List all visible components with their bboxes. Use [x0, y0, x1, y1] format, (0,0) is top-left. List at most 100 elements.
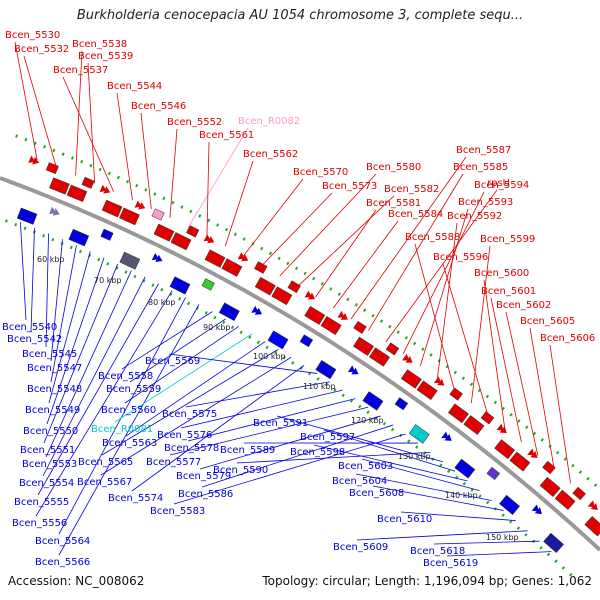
leader-line	[437, 222, 458, 378]
gene-block	[201, 278, 215, 291]
gene-block	[572, 486, 586, 501]
gene-label-bottom: Bcen_5586	[178, 489, 233, 500]
gene-arrow	[32, 156, 40, 165]
leader-line	[187, 398, 356, 442]
gene-label-top: Bcen_5588	[405, 232, 460, 243]
gene-label-bottom: Bcen_5575	[162, 409, 217, 420]
gene-label-top: Bcen_5580	[366, 162, 421, 173]
forward-gene	[447, 403, 469, 424]
forward-gene	[542, 460, 556, 475]
leader-line	[385, 189, 498, 343]
gene-label-top: Bcen_5530	[5, 30, 60, 41]
leader-line	[350, 156, 467, 320]
label-leader-lines	[14, 41, 571, 557]
leader-line	[483, 279, 506, 429]
forward-gene	[587, 500, 598, 511]
gene-label-bottom: Bcen_5547	[27, 363, 82, 374]
scale-tick-label: 100 kbp	[253, 352, 286, 361]
gene-block	[49, 177, 70, 195]
forward-gene	[554, 489, 576, 510]
gene-block	[385, 342, 400, 356]
forward-gene	[496, 423, 507, 434]
leader-line	[402, 191, 485, 354]
gene-label-bottom: Bcen_5566	[35, 557, 90, 568]
gene-block	[394, 397, 409, 411]
gene-arrow	[587, 500, 595, 508]
reverse-gene	[543, 532, 564, 554]
reverse-gene	[441, 431, 452, 441]
gene-arrow	[237, 252, 245, 260]
gene-arrow	[530, 451, 538, 458]
leader-line	[50, 239, 63, 362]
scale-tick-label: 130 kbp	[398, 452, 431, 461]
forward-gene	[494, 439, 516, 460]
gene-block	[267, 330, 289, 350]
gene-arrow	[531, 504, 539, 512]
gene-block	[169, 276, 191, 295]
gene-label-bottom: Bcen_5563	[102, 438, 157, 449]
forward-gene	[369, 347, 390, 367]
gene-label-bottom: Bcen_5555	[14, 497, 69, 508]
gene-arrow	[347, 365, 356, 373]
gene-arrow	[103, 186, 111, 194]
gene-arrow	[337, 310, 345, 318]
leader-line	[35, 290, 173, 517]
gene-label-bottom: Bcen_5542	[7, 334, 62, 345]
gene-label-top: Bcen_5602	[496, 300, 551, 311]
forward-gene	[119, 207, 140, 226]
gene-block	[81, 176, 95, 189]
reverse-gene	[218, 302, 240, 322]
forward-gene	[385, 342, 400, 356]
leader-line	[20, 222, 27, 321]
leader-line	[37, 283, 159, 496]
forward-gene	[28, 155, 40, 165]
gene-label-top: Bcen_R0082	[238, 116, 300, 127]
gene-arrow	[405, 356, 413, 363]
reverse-gene	[299, 334, 314, 348]
gene-block	[509, 451, 531, 472]
forward-gene	[480, 411, 495, 425]
gene-label-top: Bcen_5546	[131, 101, 186, 112]
forward-gene	[353, 336, 374, 356]
forward-gene	[170, 232, 192, 251]
gene-block	[66, 184, 88, 203]
leader-line	[276, 415, 443, 463]
gene-block	[449, 387, 463, 401]
gene-label-bottom: Bcen_R0081	[91, 424, 153, 435]
forward-gene	[254, 261, 268, 274]
gene-label-top: Bcen_5532	[14, 44, 69, 55]
reverse-gene	[68, 228, 90, 247]
gene-block	[480, 411, 495, 425]
topology-text: Topology: circular; Length: 1,196,094 bp…	[262, 574, 592, 588]
leader-line	[42, 276, 146, 477]
leader-line	[433, 540, 540, 545]
leader-line	[355, 473, 492, 501]
gene-block	[16, 207, 38, 225]
gene-label-top: Bcen_5539	[78, 51, 133, 62]
reverse-gene	[394, 397, 409, 411]
gene-block	[45, 162, 59, 175]
leader-line	[50, 245, 77, 383]
scale-tick-label: 110 kbp	[303, 382, 336, 391]
reverse-gene	[100, 228, 114, 241]
gene-block	[369, 347, 390, 367]
leader-line	[131, 364, 305, 492]
leader-line	[243, 178, 304, 256]
gene-block	[400, 369, 422, 389]
gene-arrow	[307, 292, 316, 300]
gene-label-bottom: Bcen_5559	[106, 384, 161, 395]
backbone-rings	[0, 134, 600, 580]
gene-block	[542, 460, 556, 475]
leader-line	[361, 458, 480, 491]
gene-arrow	[402, 353, 410, 361]
gene-label-bottom: Bcen_5589	[220, 445, 275, 456]
reverse-gene	[499, 494, 520, 515]
scale-tick-label: 80 kbp	[148, 298, 176, 307]
leader-line	[45, 233, 49, 348]
leader-line	[185, 381, 330, 408]
gene-label-bottom: Bcen_5565	[78, 457, 133, 468]
leader-line	[129, 318, 226, 383]
leader-line	[199, 415, 381, 470]
gene-label-bottom: Bcen_5560	[101, 405, 156, 416]
forward-gene	[449, 387, 463, 401]
